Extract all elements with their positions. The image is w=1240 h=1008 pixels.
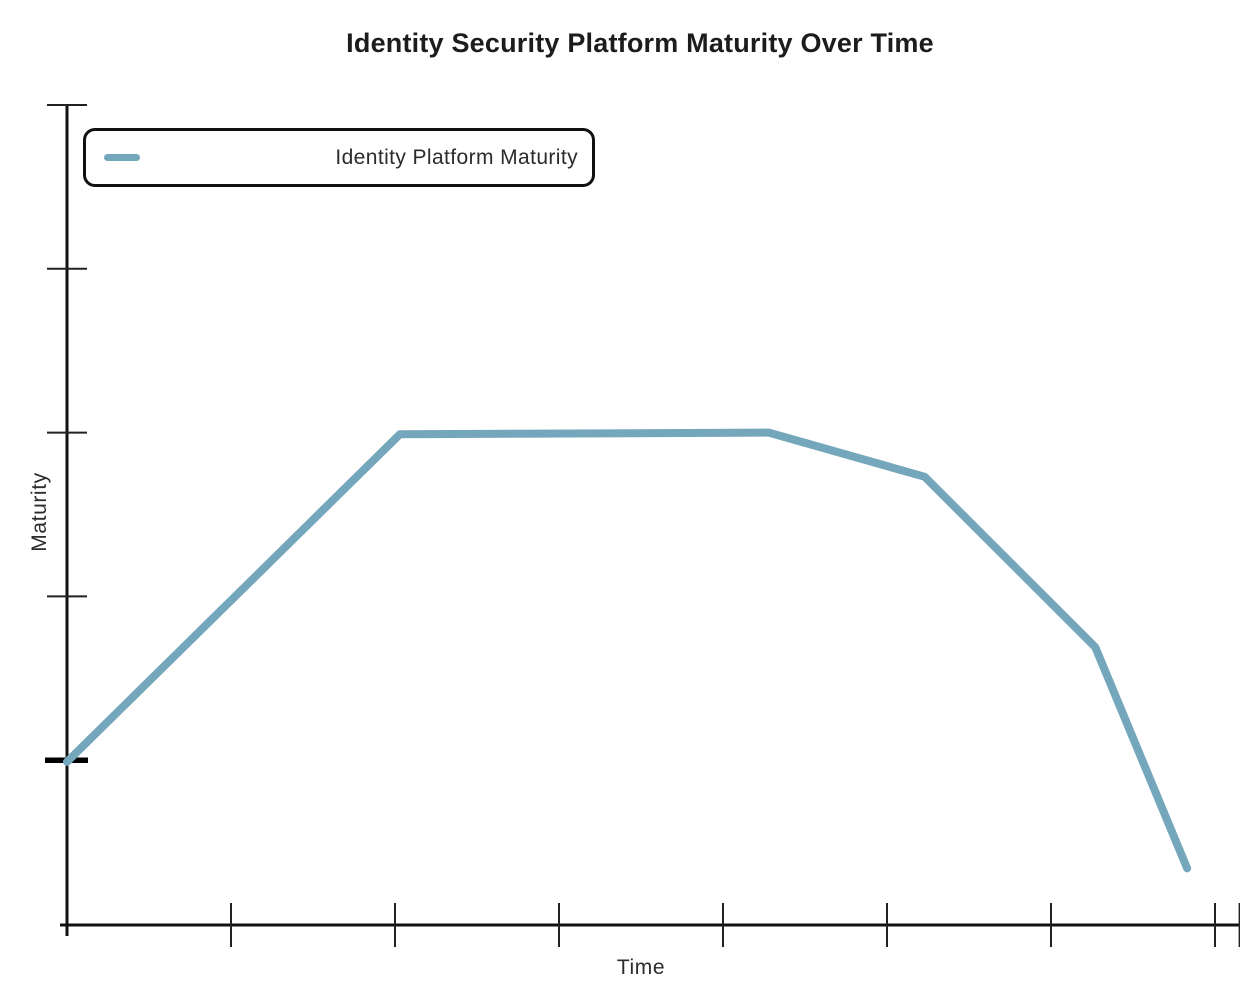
- y-axis-label: Maturity: [28, 472, 51, 552]
- series-line: [63, 428, 1192, 873]
- chart-title: Identity Security Platform Maturity Over…: [346, 28, 934, 58]
- legend-series-label: Identity Platform Maturity: [335, 145, 578, 169]
- legend: Identity Platform Maturity: [83, 128, 595, 187]
- x-axis-label: Time: [616, 956, 666, 979]
- legend-line-swatch: [104, 154, 140, 161]
